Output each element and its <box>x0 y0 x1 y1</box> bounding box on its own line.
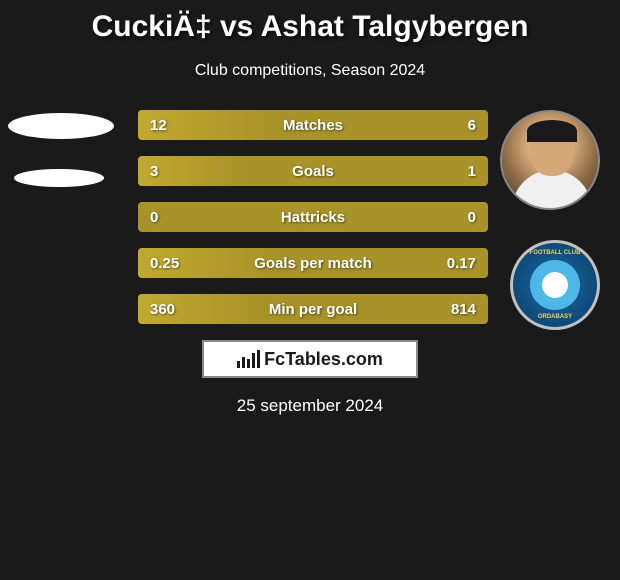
right-player-info: FOOTBALL CLUB ORDABASY <box>500 110 600 330</box>
stat-bar: 0.25 Goals per match 0.17 <box>138 248 488 278</box>
stat-right-value: 0 <box>468 209 476 226</box>
stat-left-value: 0 <box>150 209 158 226</box>
stat-label: Matches <box>283 117 343 134</box>
stat-left-value: 0.25 <box>150 255 179 272</box>
snapshot-date: 25 september 2024 <box>0 396 620 416</box>
site-logo[interactable]: FcTables.com <box>202 340 418 378</box>
stat-right-value: 814 <box>451 301 476 318</box>
stat-right-value: 1 <box>468 163 476 180</box>
left-player-placeholder <box>8 113 114 187</box>
logo-bar <box>242 357 245 368</box>
logo-bar <box>257 350 260 368</box>
stat-right-value: 0.17 <box>447 255 476 272</box>
avatar-hair <box>527 120 577 142</box>
chart-icon <box>237 350 260 368</box>
club-badge: FOOTBALL CLUB ORDABASY <box>510 240 600 330</box>
stat-left-value: 360 <box>150 301 175 318</box>
stat-bar: 360 Min per goal 814 <box>138 294 488 324</box>
stat-label: Min per goal <box>269 301 357 318</box>
club-badge-inner <box>530 260 580 310</box>
logo-text: FcTables.com <box>264 349 383 370</box>
player-avatar <box>500 110 600 210</box>
stat-label: Hattricks <box>281 209 345 226</box>
logo-bar <box>247 359 250 368</box>
stat-left-value: 12 <box>150 117 167 134</box>
placeholder-shape-1 <box>8 113 114 139</box>
club-name-bottom: ORDABASY <box>538 314 572 320</box>
club-badge-center <box>542 272 568 298</box>
stat-label: Goals per match <box>254 255 372 272</box>
club-name-top: FOOTBALL CLUB <box>530 250 581 256</box>
avatar-body <box>512 170 592 210</box>
stat-bar: 0 Hattricks 0 <box>138 202 488 232</box>
stat-bar: 3 Goals 1 <box>138 156 488 186</box>
stat-bars-container: 12 Matches 6 3 Goals 1 0 Hattricks 0 0.25 Goals pe… <box>138 110 488 324</box>
comparison-content: 12 Matches 6 3 Goals 1 0 Hattricks 0 0.25 Goals pe… <box>0 110 620 324</box>
logo-bar <box>237 361 240 368</box>
stat-right-value: 6 <box>468 117 476 134</box>
stat-left-value: 3 <box>150 163 158 180</box>
placeholder-shape-2 <box>14 169 104 187</box>
comparison-title: CuckiÄ‡ vs Ashat Talgybergen <box>0 0 620 44</box>
stat-bar: 12 Matches 6 <box>138 110 488 140</box>
logo-bar <box>252 353 255 368</box>
stat-label: Goals <box>292 163 334 180</box>
season-subtitle: Club competitions, Season 2024 <box>0 62 620 80</box>
